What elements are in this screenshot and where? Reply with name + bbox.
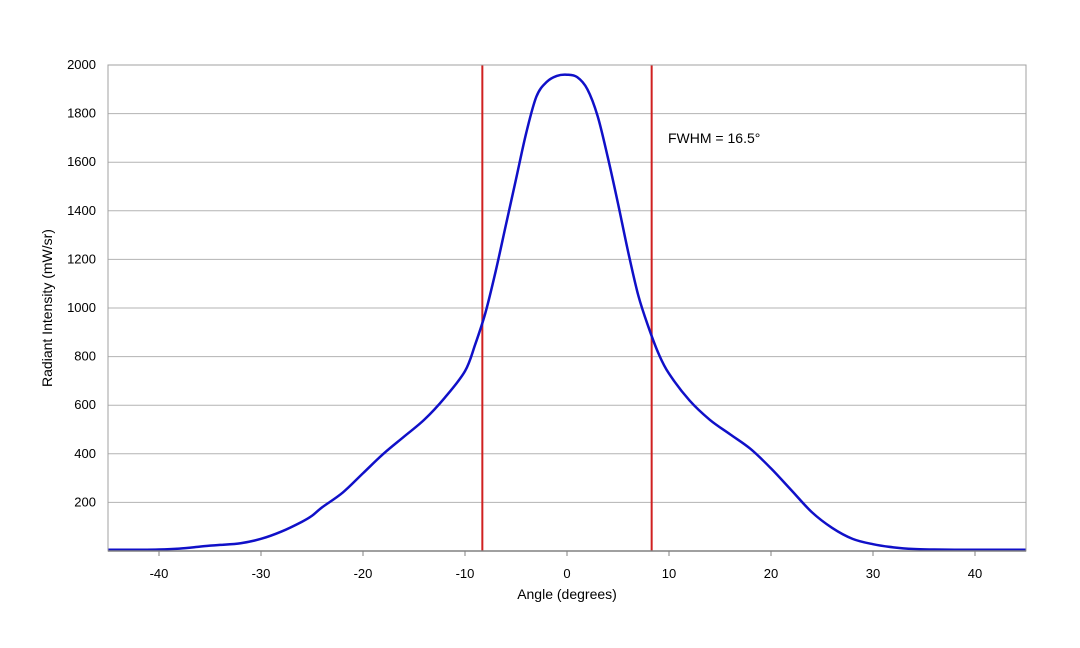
x-axis-label: Angle (degrees) [517, 586, 617, 602]
grid-lines [108, 64, 1026, 556]
series-line-0 [107, 73, 1026, 552]
plot-frame [107, 64, 1027, 552]
y-tick-labels: 200 400 600 800 1000 1200 1400 1600 1800 2000 [67, 57, 96, 509]
x-tick-label: 30 [866, 566, 880, 581]
x-tick-label: 20 [764, 566, 778, 581]
y-tick-label: 600 [74, 397, 96, 412]
y-tick-label: 400 [74, 446, 96, 461]
x-tick-label: -20 [354, 566, 373, 581]
y-axis-label: Radiant Intensity (mW/sr) [39, 229, 55, 387]
y-tick-label: 1200 [67, 251, 96, 266]
x-tick-label: 0 [563, 566, 570, 581]
x-tick-label: -10 [456, 566, 475, 581]
x-tick-labels: -40 -30 -20 -10 0 10 20 30 40 [150, 566, 983, 581]
x-tick-label: -40 [150, 566, 169, 581]
x-tick-label: 10 [662, 566, 676, 581]
y-tick-label: 800 [74, 349, 96, 364]
fwhm-lines [481, 65, 653, 551]
x-tick-label: -30 [252, 566, 271, 581]
y-tick-label: 1800 [67, 106, 96, 121]
y-tick-label: 200 [74, 494, 96, 509]
series-layer [107, 73, 1026, 552]
fwhm-annotation: FWHM = 16.5° [668, 130, 760, 146]
y-tick-label: 1600 [67, 154, 96, 169]
y-tick-label: 1000 [67, 300, 96, 315]
x-tick-label: 40 [968, 566, 982, 581]
y-tick-label: 2000 [67, 57, 96, 72]
y-tick-label: 1400 [67, 203, 96, 218]
